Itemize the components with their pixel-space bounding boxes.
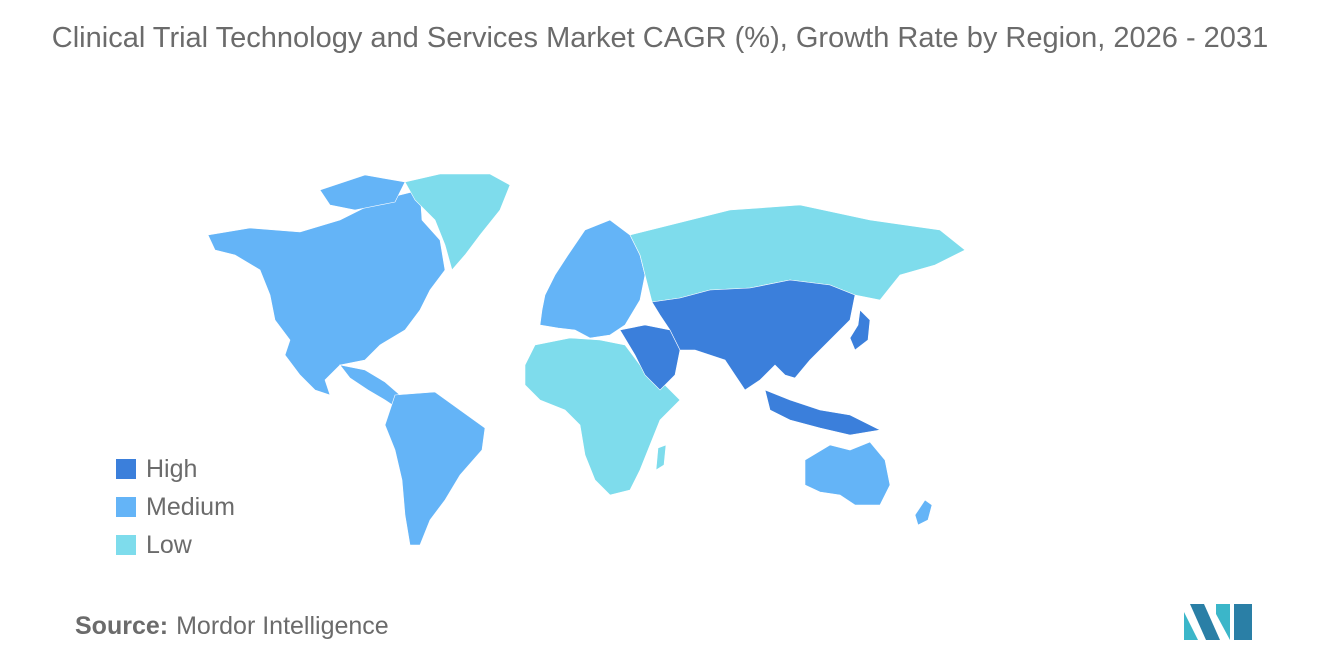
region-africa (524, 337, 681, 496)
legend-label-medium: Medium (146, 492, 235, 521)
legend-label-high: High (146, 454, 198, 483)
region-middle-east (619, 324, 681, 391)
region-south-america (384, 391, 486, 546)
world-map (207, 173, 966, 546)
legend-swatch-medium (116, 497, 136, 517)
legend-swatch-low (116, 535, 136, 555)
region-madagascar (655, 444, 667, 471)
chart-title: Clinical Trial Technology and Services M… (51, 22, 1269, 54)
region-asia (651, 279, 856, 391)
source-note: Source: Mordor Intelligence (75, 612, 389, 641)
region-canada-islands (319, 174, 406, 211)
legend-item-high: High (116, 450, 235, 488)
region-europe (539, 219, 646, 339)
region-japan (849, 309, 871, 351)
source-label: Source: (75, 612, 169, 640)
legend-item-low: Low (116, 526, 235, 564)
region-southeast-asia (764, 389, 881, 436)
source-value: Mordor Intelligence (176, 612, 389, 640)
legend: High Medium Low (116, 450, 235, 564)
legend-label-low: Low (146, 530, 192, 559)
region-greenland (404, 173, 511, 271)
region-new-zealand (914, 499, 933, 526)
mordor-intelligence-logo (1184, 604, 1252, 640)
legend-swatch-high (116, 459, 136, 479)
legend-item-medium: Medium (116, 488, 235, 526)
region-north-america (207, 189, 446, 396)
region-australia (804, 441, 891, 506)
